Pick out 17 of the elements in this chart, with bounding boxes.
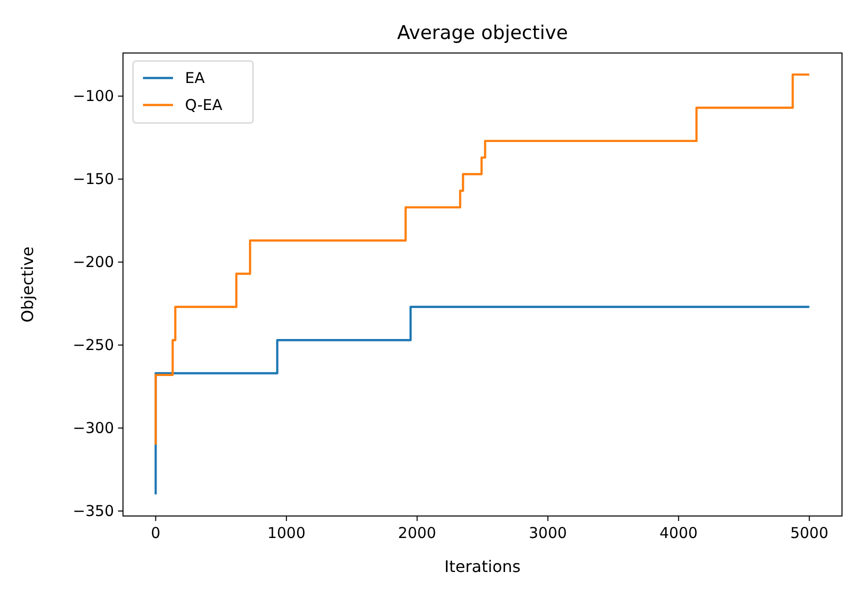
y-tick-label: −200 xyxy=(72,253,114,272)
legend-label: EA xyxy=(185,69,206,87)
y-tick-label: −100 xyxy=(72,87,114,106)
y-tick-label: −250 xyxy=(72,336,114,354)
x-tick-label: 2000 xyxy=(398,524,436,542)
y-tick-label: −350 xyxy=(72,502,114,520)
y-tick-label: −300 xyxy=(72,419,114,438)
chart-title: Average objective xyxy=(397,22,568,44)
legend-label: Q-EA xyxy=(185,96,224,114)
x-tick-label: 5000 xyxy=(790,524,828,542)
y-axis-title: Objective xyxy=(18,246,37,322)
y-tick-label: −150 xyxy=(72,170,114,188)
x-tick-label: 1000 xyxy=(267,524,306,542)
x-axis-title: Iterations xyxy=(444,557,521,576)
x-tick-label: 4000 xyxy=(659,524,698,542)
x-tick-label: 0 xyxy=(150,524,160,542)
x-tick-label: 3000 xyxy=(528,524,567,542)
